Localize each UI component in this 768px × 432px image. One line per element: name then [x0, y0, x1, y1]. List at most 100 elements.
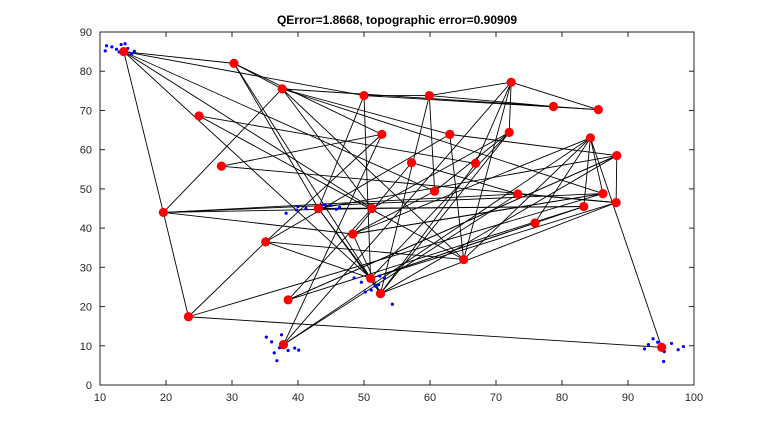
som-node: [445, 129, 455, 139]
som-node: [593, 105, 603, 115]
edge-line: [163, 193, 518, 213]
sample-point: [334, 207, 338, 211]
sample-point: [651, 337, 655, 341]
sample-point: [646, 343, 651, 347]
x-tick-label: 80: [556, 392, 568, 404]
som-node: [585, 133, 595, 143]
sample-point: [376, 282, 381, 287]
som-node: [470, 158, 481, 168]
sample-point: [642, 347, 647, 351]
edge-line: [283, 134, 383, 345]
edge-line: [265, 241, 371, 279]
x-tick-label: 20: [160, 392, 172, 404]
sample-point: [378, 274, 382, 278]
edge-line: [363, 95, 372, 279]
y-tick-label: 60: [80, 145, 92, 157]
edge-line: [265, 133, 451, 243]
edges-layer: [123, 51, 663, 348]
edge-line: [198, 115, 476, 164]
edge-line: [615, 155, 618, 203]
sample-point: [337, 205, 342, 209]
edge-line: [429, 95, 554, 107]
edge-line: [163, 88, 283, 213]
edge-line: [371, 132, 510, 209]
edge-line: [287, 208, 373, 301]
edge-line: [188, 193, 604, 318]
sample-point: [295, 208, 299, 212]
som-node: [598, 188, 608, 199]
sample-point: [119, 42, 123, 47]
edge-line: [123, 51, 371, 279]
sample-point: [123, 42, 127, 46]
edge-line: [265, 241, 464, 260]
edge-line: [380, 95, 430, 294]
sample-point: [656, 340, 660, 344]
som-node: [229, 58, 239, 68]
y-tick-label: 30: [80, 262, 92, 274]
y-tick-label: 10: [80, 341, 92, 353]
som-node: [506, 77, 516, 87]
sample-point: [270, 340, 274, 344]
edge-line: [283, 81, 512, 345]
sample-point: [369, 288, 373, 292]
som-node: [313, 203, 324, 214]
sample-point: [363, 290, 367, 294]
som-node: [158, 207, 168, 218]
sample-point: [390, 302, 394, 306]
sample-point: [662, 359, 666, 364]
som-node: [513, 189, 523, 199]
sample-point: [272, 351, 276, 355]
y-tick-label: 40: [80, 223, 92, 235]
edge-line: [511, 81, 599, 111]
som-node: [611, 198, 621, 208]
edge-line: [589, 137, 604, 194]
x-axis: 10 20 30 40 50 60 70 80 90 100: [94, 32, 703, 404]
som-node: [459, 254, 469, 265]
x-tick-label: 60: [424, 392, 436, 404]
som-node: [277, 84, 287, 94]
sample-point: [669, 341, 674, 346]
sample-point: [323, 202, 327, 207]
edge-line: [352, 162, 412, 235]
edge-line: [429, 81, 512, 96]
x-tick-label: 30: [226, 392, 238, 404]
edge-line: [265, 134, 383, 243]
edge-line: [281, 88, 464, 260]
edge-line: [221, 133, 382, 167]
sample-point: [264, 335, 268, 339]
edge-line: [352, 190, 435, 235]
edge-line: [534, 137, 591, 224]
nodes-layer: [119, 47, 667, 352]
edge-line: [475, 82, 512, 164]
sample-point: [293, 346, 297, 350]
edge-line: [553, 106, 599, 111]
y-tick-label: 20: [80, 302, 92, 314]
edge-line: [380, 155, 618, 295]
y-tick-label: 90: [80, 27, 92, 39]
edge-line: [428, 95, 436, 192]
som-node: [348, 229, 358, 239]
sample-point: [110, 45, 114, 49]
edge-line: [283, 137, 591, 345]
edge-line: [162, 212, 189, 317]
edge-line: [352, 233, 381, 294]
sample-point: [373, 284, 377, 288]
edge-line: [517, 193, 617, 204]
som-node: [530, 218, 540, 228]
sample-point: [297, 348, 301, 352]
som-node: [424, 90, 434, 101]
x-tick-label: 10: [94, 392, 106, 404]
sample-point: [130, 51, 134, 56]
edge-line: [589, 137, 663, 348]
y-tick-label: 0: [86, 380, 92, 392]
y-tick-label: 80: [80, 66, 92, 78]
x-tick-label: 50: [358, 392, 370, 404]
sample-point: [328, 203, 332, 207]
edge-line: [233, 63, 319, 209]
som-node: [406, 158, 417, 168]
sample-point: [296, 204, 300, 209]
sample-point: [279, 333, 284, 337]
sample-point: [681, 344, 686, 349]
sample-point: [103, 49, 107, 53]
